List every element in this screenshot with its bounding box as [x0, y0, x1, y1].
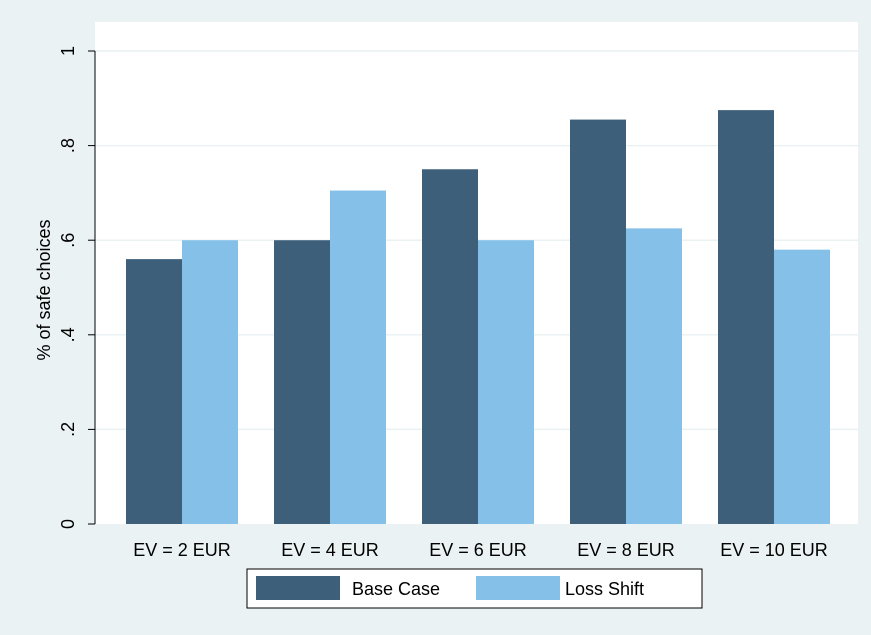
x-tick-label: EV = 4 EUR [281, 540, 379, 560]
x-tick-label: EV = 2 EUR [133, 540, 231, 560]
y-tick-label: .2 [58, 422, 78, 437]
legend-swatch-base-case [256, 576, 340, 600]
bar-loss-shift-5 [774, 249, 830, 524]
bar-loss-shift-2 [330, 190, 386, 524]
legend-label: Loss Shift [565, 579, 644, 599]
bar-loss-shift-4 [626, 228, 682, 524]
legend: Base Case Loss Shift [246, 568, 703, 609]
bar-loss-shift-3 [478, 240, 534, 524]
y-tick-label: 1 [58, 46, 78, 56]
bar-base-case-4 [570, 119, 626, 525]
bar-loss-shift-1 [182, 240, 238, 524]
x-tick-label: EV = 10 EUR [720, 540, 828, 560]
bar-base-case-1 [126, 259, 182, 524]
legend-swatch-loss-shift [476, 576, 560, 600]
bar-base-case-3 [422, 169, 478, 524]
bar-base-case-5 [718, 110, 774, 524]
legend-label: Base Case [352, 579, 440, 599]
y-axis-label: % of safe choices [34, 219, 54, 360]
y-axis-ticks: 0 .2 .4 .6 .8 1 [58, 46, 95, 529]
x-axis-ticks: EV = 2 EUR EV = 4 EUR EV = 6 EUR EV = 8 EUR… [133, 540, 828, 560]
x-tick-label: EV = 6 EUR [429, 540, 527, 560]
y-tick-label: .4 [58, 327, 78, 342]
x-tick-label: EV = 8 EUR [577, 540, 675, 560]
bar-base-case-2 [274, 240, 330, 524]
y-tick-label: .8 [58, 138, 78, 153]
y-tick-label: 0 [58, 519, 78, 529]
y-tick-label: .6 [58, 233, 78, 248]
bars [126, 110, 830, 525]
